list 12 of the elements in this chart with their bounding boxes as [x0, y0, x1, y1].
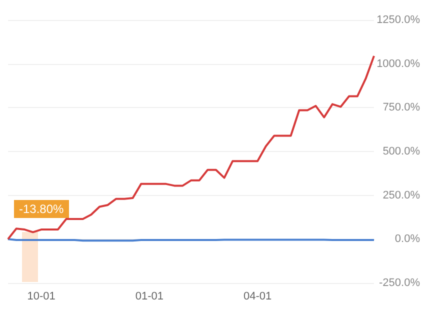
y-tick-label: 250.0%: [382, 189, 420, 202]
y-tick-label: 1250.0%: [376, 14, 420, 26]
x-tick-label: 10-01: [27, 290, 56, 302]
y-tick-label: 750.0%: [382, 102, 420, 114]
y-tick-label: -250.0%: [379, 277, 420, 289]
annotation: -13.80%: [14, 200, 69, 218]
y-tick-label: 1000.0%: [376, 58, 420, 70]
x-tick-label: 04-01: [243, 290, 272, 302]
x-tick-label: 01-01: [135, 290, 164, 302]
line-series: [7, 54, 375, 240]
y-tick-label: 500.0%: [382, 146, 420, 158]
y-tick-label: 0.0%: [394, 233, 420, 246]
